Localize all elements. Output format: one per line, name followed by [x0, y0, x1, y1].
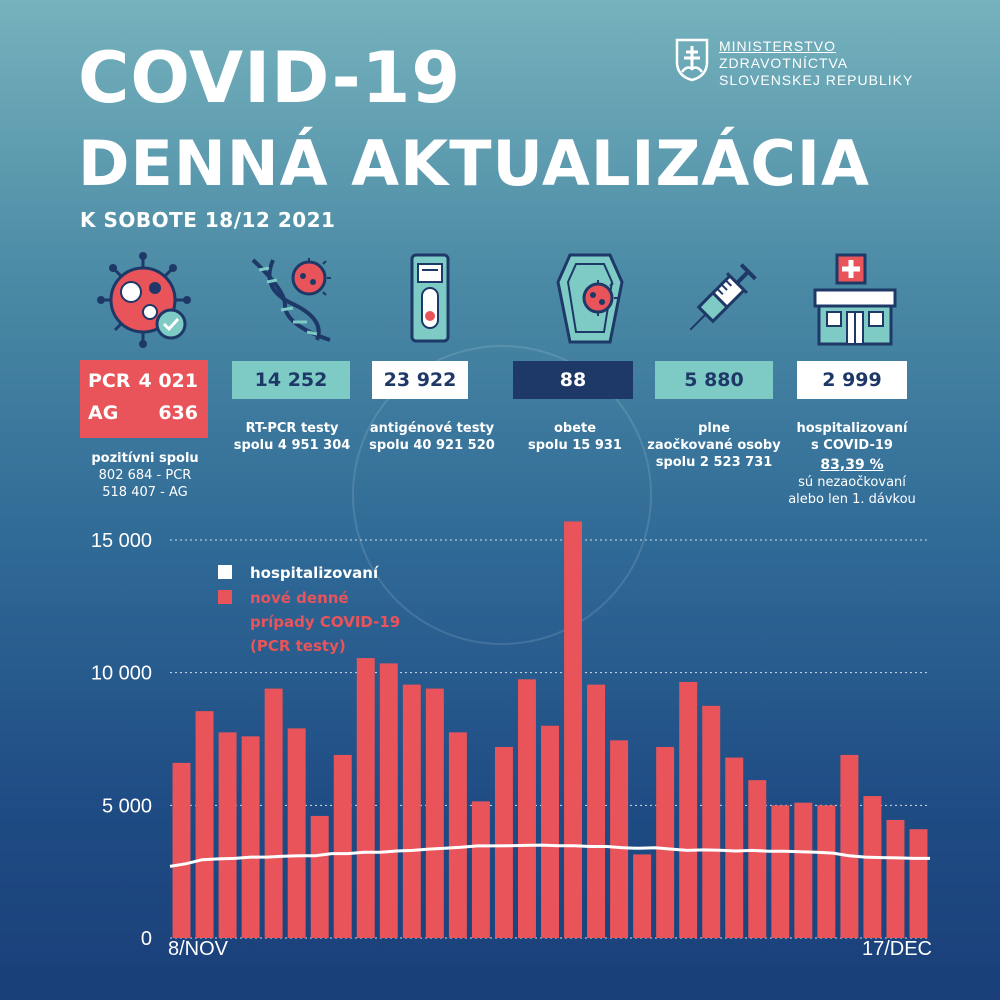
- positive-pcr-total: 802 684 - PCR: [98, 468, 192, 483]
- case-bar: [610, 740, 629, 938]
- case-bar: [771, 805, 790, 938]
- unvaccinated-percent: 83,39 %: [820, 457, 884, 473]
- antigen-total: spolu 40 921 520: [369, 438, 495, 453]
- coat-of-arms-icon: [675, 38, 709, 82]
- hospitalized-caption-2: s COVID-19: [811, 438, 893, 453]
- rtpcr-total: spolu 4 951 304: [233, 438, 351, 453]
- rtpcr-label: RT-PCR testy spolu 4 951 304: [222, 420, 362, 454]
- page-title: COVID-19: [78, 37, 462, 119]
- legend-cases-1: nové denné: [250, 589, 349, 607]
- case-bar: [448, 732, 467, 938]
- antigen-caption: antigénové testy: [369, 421, 495, 436]
- ministry-line-2: ZDRAVOTNÍCTVA: [719, 55, 849, 71]
- y-tick-label: 0: [141, 928, 152, 950]
- coffin-virus-icon: [556, 253, 624, 344]
- case-bar: [379, 663, 398, 938]
- hospital-icon: [813, 253, 897, 346]
- case-bar: [656, 746, 675, 938]
- case-bar: [541, 725, 559, 938]
- case-bar: [725, 757, 744, 938]
- case-bar: [425, 688, 444, 938]
- case-bar: [840, 754, 859, 938]
- case-bar: [517, 679, 536, 938]
- ag-label: AG: [88, 402, 119, 424]
- deaths-total: spolu 15 931: [528, 438, 622, 453]
- case-bar: [172, 762, 191, 938]
- deaths-caption: obete: [553, 421, 597, 436]
- antigen-label: antigénové testy spolu 40 921 520: [362, 420, 502, 454]
- case-bar: [748, 780, 767, 938]
- vaccinated-total: spolu 2 523 731: [655, 455, 773, 470]
- case-bar: [794, 802, 813, 938]
- case-bar: [886, 819, 905, 938]
- virus-check-icon: [97, 252, 191, 348]
- hospitalized-line: [169, 843, 930, 868]
- case-bar: [863, 796, 882, 938]
- case-bar: [471, 801, 490, 938]
- unvaccinated-caption: sú nezaočkovaní: [798, 475, 906, 490]
- case-bar: [633, 854, 652, 938]
- ministry-line-3: SLOVENSKEJ REPUBLIKY: [719, 72, 914, 88]
- deaths-box: 88: [513, 361, 633, 399]
- legend-cases-2: prípady COVID-19: [250, 613, 400, 631]
- y-tick-label: 10 000: [91, 663, 152, 685]
- case-bar: [287, 728, 306, 938]
- case-bar: [402, 684, 421, 938]
- rtpcr-box: 14 252: [232, 361, 350, 399]
- legend-line-swatch: [218, 565, 232, 579]
- case-bar: [241, 736, 260, 938]
- legend-hospitalized: hospitalizovaní: [250, 564, 379, 582]
- vaccinated-caption: plne: [698, 421, 730, 436]
- case-bar: [702, 705, 721, 938]
- y-tick-label: 15 000: [91, 530, 152, 552]
- antigen-test-icon: [410, 253, 450, 343]
- vaccinated-caption-2: zaočkované osoby: [647, 438, 781, 453]
- unvaccinated-caption-2: alebo len 1. dávkou: [788, 492, 916, 507]
- y-tick-label: 5 000: [102, 795, 152, 817]
- case-bar: [333, 754, 352, 938]
- rtpcr-caption: RT-PCR testy: [245, 421, 339, 436]
- positive-ag-total: 518 407 - AG: [102, 485, 188, 500]
- syringe-icon: [689, 263, 757, 331]
- positive-label: pozitívni spolu 802 684 - PCR 518 407 - …: [70, 450, 220, 501]
- ministry-line-1: MINISTERSTVO: [719, 38, 837, 54]
- hospitalized-caption: hospitalizovaní: [796, 421, 908, 436]
- positive-cases-box: PCR 4 021 AG 636: [80, 360, 208, 438]
- deaths-label: obete spolu 15 931: [520, 420, 630, 454]
- vaccinated-label: plne zaočkované osoby spolu 2 523 731: [645, 420, 783, 471]
- ministry-logo: MINISTERSTVO ZDRAVOTNÍCTVA SLOVENSKEJ RE…: [675, 38, 913, 89]
- ag-value: 636: [158, 402, 198, 424]
- case-bar: [195, 711, 214, 938]
- page-subtitle-title: DENNÁ AKTUALIZÁCIA: [78, 127, 870, 200]
- watermark-circle: [352, 345, 652, 645]
- antigen-box: 23 922: [372, 361, 468, 399]
- legend-cases-3: (PCR testy): [250, 637, 346, 655]
- case-bar: [817, 805, 836, 938]
- case-bar: [218, 732, 237, 938]
- dna-virus-icon: [251, 258, 331, 342]
- x-label-end: 17/DEC: [862, 938, 932, 960]
- date-label: K SOBOTE 18/12 2021: [80, 208, 336, 232]
- pcr-value: 4 021: [138, 370, 199, 392]
- case-bar: [679, 681, 698, 938]
- case-bar: [494, 746, 513, 938]
- case-bar: [356, 658, 375, 938]
- case-bar: [264, 688, 283, 938]
- legend-bar-swatch: [218, 590, 232, 604]
- hospitalized-label: hospitalizovaní s COVID-19 83,39 % sú ne…: [782, 420, 922, 508]
- vaccinated-box: 5 880: [655, 361, 773, 399]
- case-bar: [587, 684, 606, 938]
- hospitalized-box: 2 999: [797, 361, 907, 399]
- x-label-start: 8/NOV: [168, 938, 229, 960]
- case-bar: [564, 521, 583, 938]
- case-bar: [909, 829, 928, 938]
- case-bar: [310, 815, 329, 938]
- positive-caption: pozitívni spolu: [91, 451, 199, 466]
- pcr-label: PCR: [88, 370, 131, 392]
